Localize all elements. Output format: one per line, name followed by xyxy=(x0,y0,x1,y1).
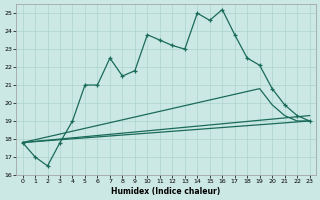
X-axis label: Humidex (Indice chaleur): Humidex (Indice chaleur) xyxy=(111,187,221,196)
